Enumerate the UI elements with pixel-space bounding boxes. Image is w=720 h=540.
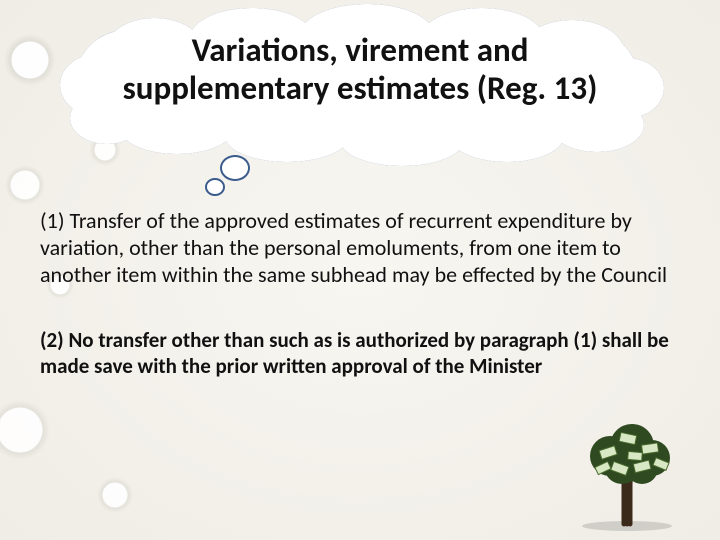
paragraph-2: (2) No transfer other than such as is au… [40, 328, 680, 379]
title-cloud: Variations, virement and supplementary e… [50, 10, 670, 180]
money-tree-icon [562, 412, 692, 532]
title-line-1: Variations, virement and [50, 32, 670, 70]
cloud-tail [205, 178, 225, 196]
cloud-tail [220, 155, 250, 181]
slide-title: Variations, virement and supplementary e… [50, 32, 670, 108]
title-line-2: supplementary estimates (Reg. 13) [50, 70, 670, 108]
paragraph-1: (1) Transfer of the approved estimates o… [40, 208, 680, 288]
slide: Variations, virement and supplementary e… [0, 0, 720, 540]
